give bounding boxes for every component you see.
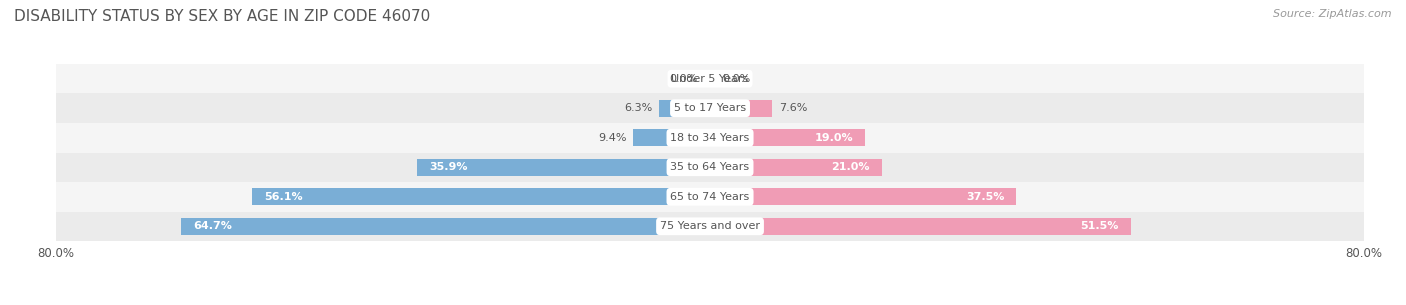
Bar [56,152,1364,182]
Text: 35 to 64 Years: 35 to 64 Years [671,162,749,172]
Bar [658,100,710,117]
Text: 0.0%: 0.0% [723,74,751,84]
Text: 5 to 17 Years: 5 to 17 Years [673,103,747,113]
Text: 64.7%: 64.7% [194,221,232,231]
Bar [56,182,1364,212]
Text: 18 to 34 Years: 18 to 34 Years [671,133,749,143]
Bar [710,188,1017,205]
Text: Source: ZipAtlas.com: Source: ZipAtlas.com [1274,9,1392,19]
Bar [710,218,1130,235]
Text: 75 Years and over: 75 Years and over [659,221,761,231]
Text: Under 5 Years: Under 5 Years [672,74,748,84]
Text: 21.0%: 21.0% [831,162,869,172]
Text: 35.9%: 35.9% [429,162,467,172]
Text: 0.0%: 0.0% [669,74,697,84]
Bar [416,159,710,176]
Bar [56,212,1364,241]
Bar [252,188,710,205]
Bar [633,129,710,146]
Bar [56,123,1364,152]
Bar [56,93,1364,123]
Text: 6.3%: 6.3% [624,103,652,113]
Text: DISABILITY STATUS BY SEX BY AGE IN ZIP CODE 46070: DISABILITY STATUS BY SEX BY AGE IN ZIP C… [14,9,430,24]
Text: 19.0%: 19.0% [814,133,853,143]
Text: 37.5%: 37.5% [966,192,1004,202]
Text: 65 to 74 Years: 65 to 74 Years [671,192,749,202]
Bar [710,100,772,117]
Bar [181,218,710,235]
Text: 51.5%: 51.5% [1080,221,1119,231]
Bar [710,159,882,176]
Text: 56.1%: 56.1% [264,192,302,202]
Text: 7.6%: 7.6% [779,103,807,113]
Bar [56,64,1364,93]
Text: 9.4%: 9.4% [598,133,627,143]
Bar [710,129,865,146]
